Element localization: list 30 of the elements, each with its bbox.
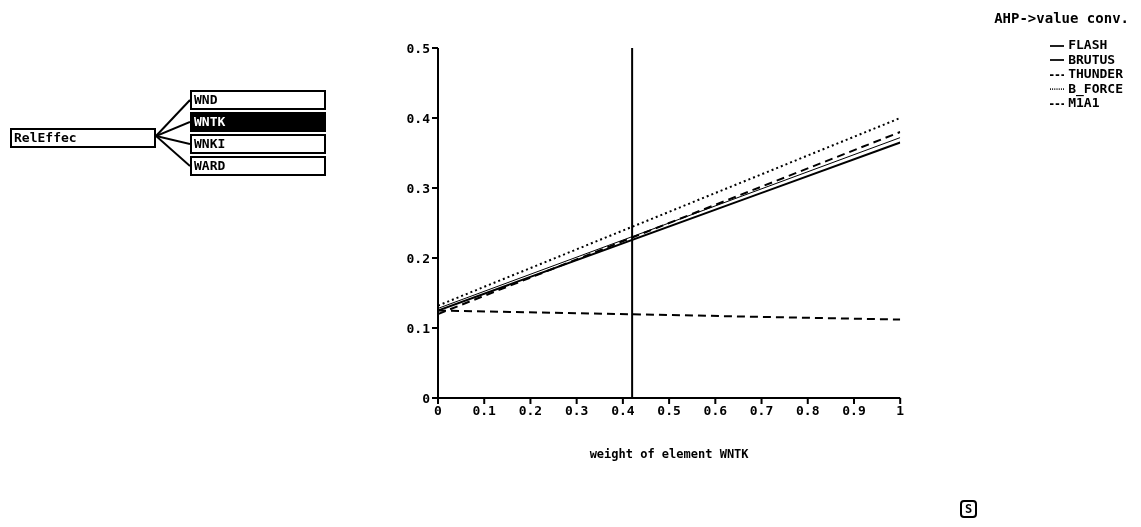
y-tick-label: 0.4 [406, 110, 431, 126]
legend-label: B_FORCE [1068, 80, 1123, 96]
legend-label: M1A1 [1068, 95, 1100, 110]
x-tick-label: 0.7 [749, 403, 774, 419]
text: WNTK [190, 112, 326, 132]
x-tick-label: 0 [434, 403, 443, 419]
text: WARD [190, 156, 326, 176]
text: AHP->value conv. [994, 10, 1129, 26]
text: WND [190, 90, 326, 110]
x-tick-label: 0.5 [657, 403, 681, 419]
text: WNKI [190, 134, 326, 154]
x-tick-label: 0.8 [796, 403, 820, 419]
y-tick-label: 0 [422, 390, 431, 406]
s-button: S [960, 500, 978, 518]
legend-label: BRUTUS [1068, 51, 1116, 67]
y-tick-label: 0.2 [406, 250, 430, 266]
x-tick-label: 0.1 [472, 403, 497, 419]
x-tick-label: 1 [896, 403, 905, 419]
x-tick-label: 0.3 [564, 403, 589, 419]
y-tick-label: 0.3 [406, 180, 430, 196]
y-tick-label: 0.5 [406, 40, 430, 56]
legend-label: FLASH [1068, 37, 1108, 52]
x-tick-label: 0.9 [842, 403, 866, 419]
y-tick-label: 0.1 [406, 320, 431, 336]
x-tick-label: 0.6 [703, 403, 728, 419]
x-axis-title: weight of element WNTK [589, 447, 750, 461]
x-tick-label: 0.4 [611, 403, 635, 419]
text: RelEffec [10, 128, 156, 148]
x-tick-label: 0.2 [518, 403, 543, 419]
legend-label: THUNDER [1068, 66, 1123, 81]
